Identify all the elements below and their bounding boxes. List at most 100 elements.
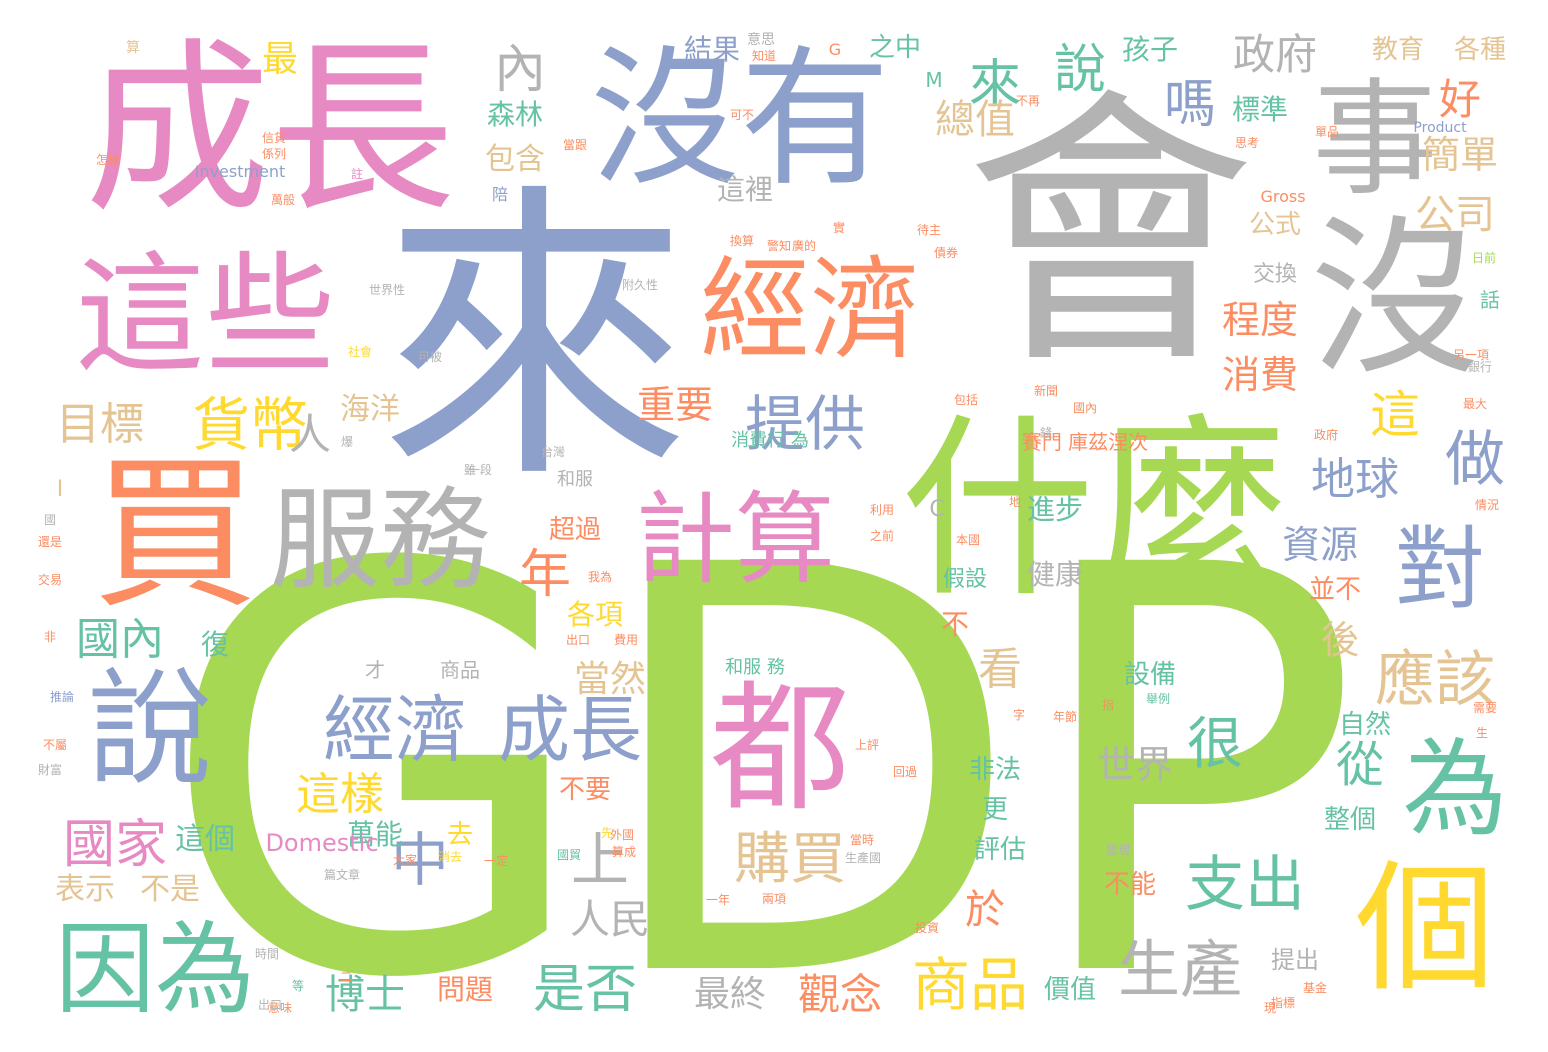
word-142: 另一項 (1452, 348, 1490, 362)
word-170: 國 (43, 513, 57, 527)
word-56: 世界 (1096, 743, 1174, 787)
word-167: 不屬 (42, 738, 68, 752)
word-105: 消費行 為 (731, 430, 809, 451)
word-78: 健康 (1026, 558, 1084, 591)
word-141: 銀行 (1467, 360, 1493, 374)
word-43: 目標 (56, 399, 144, 450)
word-35: 商品 (911, 951, 1029, 1019)
word-63: 海洋 (340, 392, 400, 427)
word-50: 是否 (532, 960, 638, 1020)
word-183: 字 (1012, 708, 1026, 722)
word-107: 話 (1480, 288, 1500, 312)
word-135: 台灣 (540, 445, 566, 459)
word-162: 基金 (1302, 981, 1328, 995)
word-192: 國內 (1072, 401, 1098, 415)
word-46: 程度 (1221, 298, 1299, 342)
word-127: 怎樣 (95, 153, 121, 167)
word-114: G (828, 40, 842, 59)
word-188: 利用 (869, 503, 895, 517)
word-123: 思考 (1234, 136, 1260, 150)
word-117: 算 (126, 40, 140, 56)
word-171: 非 (43, 630, 57, 644)
word-99: 並不 (1308, 575, 1362, 605)
word-66: 最 (261, 39, 299, 80)
word-138: 新聞 (1033, 384, 1059, 398)
word-89: 自然 (1338, 710, 1392, 740)
word-83: 不能 (1103, 870, 1157, 900)
word-10: 買 (92, 438, 258, 631)
word-84: 最終 (693, 974, 767, 1015)
word-13: 都 (709, 668, 851, 831)
word-139: 最大 (1462, 397, 1488, 411)
word-196: 現 (1263, 1001, 1277, 1015)
word-33: 支出 (1185, 850, 1305, 920)
word-163: 指標 (1270, 996, 1296, 1010)
word-189: 年節 (1052, 710, 1078, 724)
word-182: 回過 (892, 765, 918, 779)
word-149: 出口 (565, 633, 591, 647)
word-174: 指 (1101, 698, 1115, 712)
word-150: 費用 (613, 633, 639, 647)
word-61: 後 (1320, 618, 1360, 662)
word-154: 大家 (392, 853, 418, 867)
word-12: 計算 (635, 481, 835, 598)
word-52: 觀念 (797, 970, 883, 1019)
word-122: 不再 (1015, 94, 1041, 108)
word-109: Investment (194, 162, 286, 181)
word-65: 森林 (486, 98, 544, 131)
word-132: 附久性 (621, 278, 659, 292)
word-36: 應該 (1375, 645, 1495, 715)
word-104: 和服 務 (725, 657, 785, 678)
word-103: 和服 (557, 469, 593, 490)
word-190: 地 (1008, 495, 1022, 509)
word-191: 註 (350, 167, 364, 181)
word-98: 超過 (548, 515, 602, 545)
word-133: 社會 (347, 345, 373, 359)
word-155: 篇文章 (323, 868, 361, 882)
word-160: 生產國 (844, 851, 882, 865)
word-157: 兩項 (761, 892, 787, 906)
word-87: 提出 (1271, 946, 1319, 974)
word-3: 成長 (85, 21, 455, 238)
word-120: 當跟 (562, 138, 588, 152)
word-140: 政府 (1313, 428, 1339, 442)
word-195: 雖 (463, 463, 477, 477)
word-34: 生產 (1117, 933, 1243, 1006)
word-30: 地球 (1311, 454, 1399, 505)
word-76: 不 (940, 608, 970, 641)
word-26: 政府 (1232, 30, 1318, 79)
word-145: 之前 (869, 529, 895, 543)
word-115: M (925, 68, 943, 92)
word-97: 各項 (566, 598, 624, 631)
word-24: 說 (1053, 40, 1107, 100)
word-96: 復 (200, 628, 230, 661)
word-39: 購買 (734, 827, 846, 892)
word-113: C (929, 497, 945, 522)
word-153: 一定 (483, 854, 509, 868)
word-95: 這個 (175, 822, 235, 857)
word-161: 發現 (1105, 843, 1131, 857)
word-51: 博士 (325, 972, 405, 1018)
word-37: 中 (390, 826, 450, 894)
word-185: 國貿 (556, 848, 582, 862)
word-175: 生 (1475, 726, 1489, 740)
word-79: 假設 (942, 567, 988, 592)
word-147: 意味 (267, 1001, 293, 1015)
word-136: 一段 (467, 463, 493, 477)
word-32: 這 (1370, 386, 1420, 444)
word-169: 還是 (37, 535, 63, 549)
word-94: 去 (446, 820, 474, 850)
word-126: 係列 (261, 147, 287, 161)
word-151: 外國 (609, 828, 635, 842)
word-168: 交易 (37, 573, 63, 587)
word-38: 上 (570, 826, 630, 894)
word-0: GDP (158, 449, 1362, 1052)
word-100: 不要 (558, 775, 612, 805)
word-156: 一年 (705, 893, 731, 907)
word-73: 交換 (1252, 262, 1298, 287)
word-57: 人民 (570, 897, 650, 943)
word-75: 包含 (485, 142, 545, 177)
word-172: 推論 (49, 690, 75, 704)
word-64: 標準 (1231, 93, 1289, 126)
